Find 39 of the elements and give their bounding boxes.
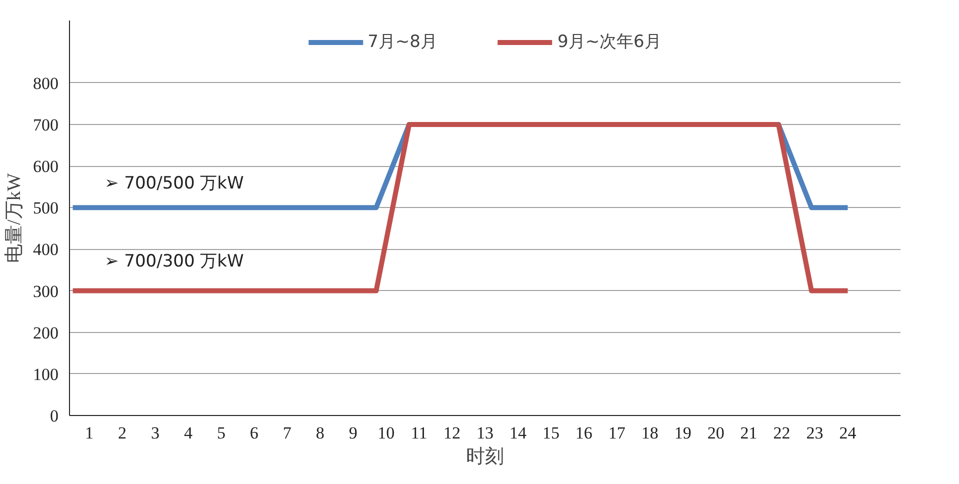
x-tick-label: 18 <box>641 424 658 442</box>
legend-label: 7月~8月 <box>368 31 438 53</box>
x-tick-label: 5 <box>216 424 226 442</box>
x-tick-label: 16 <box>575 424 592 442</box>
x-tick-label: 24 <box>839 424 857 442</box>
y-tick-label: 100 <box>33 364 58 384</box>
y-tick-label: 400 <box>33 240 58 260</box>
x-tick-label: 19 <box>674 424 692 442</box>
y-tick-label: 600 <box>33 157 58 176</box>
x-tick-label: 7 <box>282 424 292 442</box>
y-tick-label: 0 <box>50 406 58 426</box>
x-tick-label: 23 <box>806 424 824 442</box>
x-tick-label: 21 <box>740 424 758 442</box>
annotation: ➢ 700/300 万kW <box>104 252 244 272</box>
x-tick-label: 6 <box>250 424 258 442</box>
x-tick-label: 22 <box>773 424 790 442</box>
x-tick-label: 9 <box>348 424 358 442</box>
y-tick-label: 200 <box>33 323 58 342</box>
y-axis-title: 电量/万kW <box>4 173 25 263</box>
x-tick-label: 17 <box>608 424 626 442</box>
y-tick-label: 800 <box>33 74 58 93</box>
x-tick-label: 4 <box>184 424 193 442</box>
y-tick-label: 700 <box>33 115 58 134</box>
x-tick-label: 14 <box>509 424 527 442</box>
x-tick-label: 8 <box>316 424 324 442</box>
y-tick-label: 500 <box>33 198 58 218</box>
x-tick-label: 20 <box>707 424 724 442</box>
x-tick-label: 2 <box>118 424 127 442</box>
x-tick-label: 10 <box>378 424 395 442</box>
x-axis-title: 时刻 <box>466 446 504 468</box>
legend-label: 9月~次年6月 <box>558 31 662 53</box>
y-tick-label: 300 <box>33 282 58 301</box>
x-tick-label: 15 <box>542 424 560 442</box>
x-tick-label: 1 <box>85 424 94 442</box>
x-tick-label: 11 <box>410 424 428 442</box>
annotation: ➢ 700/500 万kW <box>104 174 244 194</box>
x-tick-label: 13 <box>476 424 494 442</box>
x-tick-label: 3 <box>150 424 160 442</box>
x-tick-label: 12 <box>444 424 461 442</box>
